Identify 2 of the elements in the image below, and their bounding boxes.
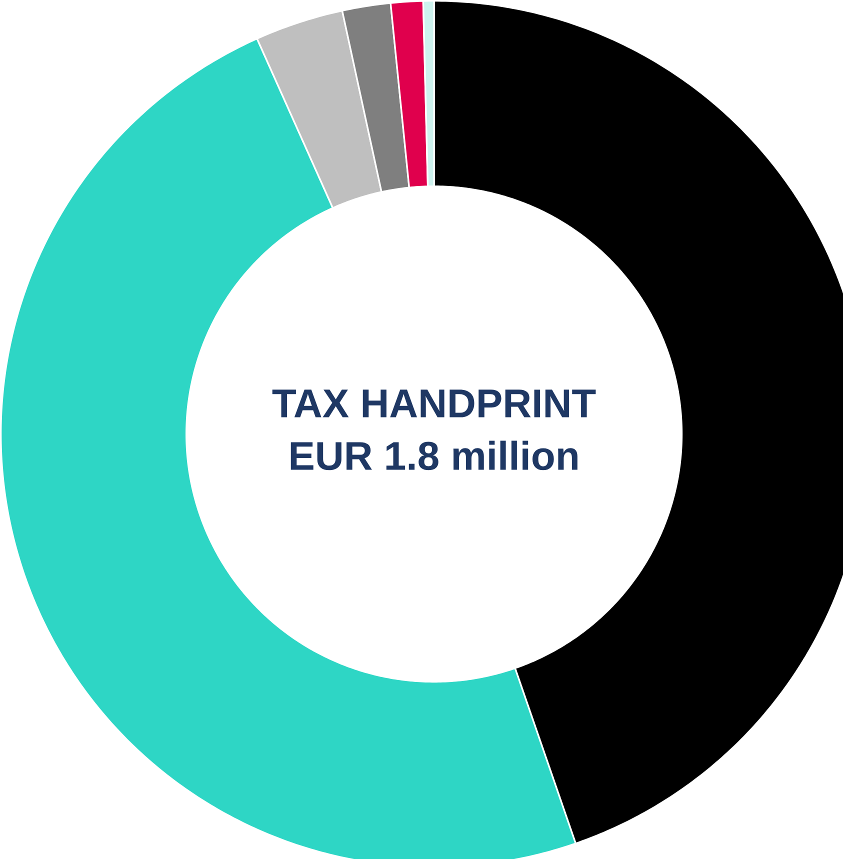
text: TAX HANDPRINT [272,390,596,418]
text: EUR 1.8 million [290,440,578,470]
